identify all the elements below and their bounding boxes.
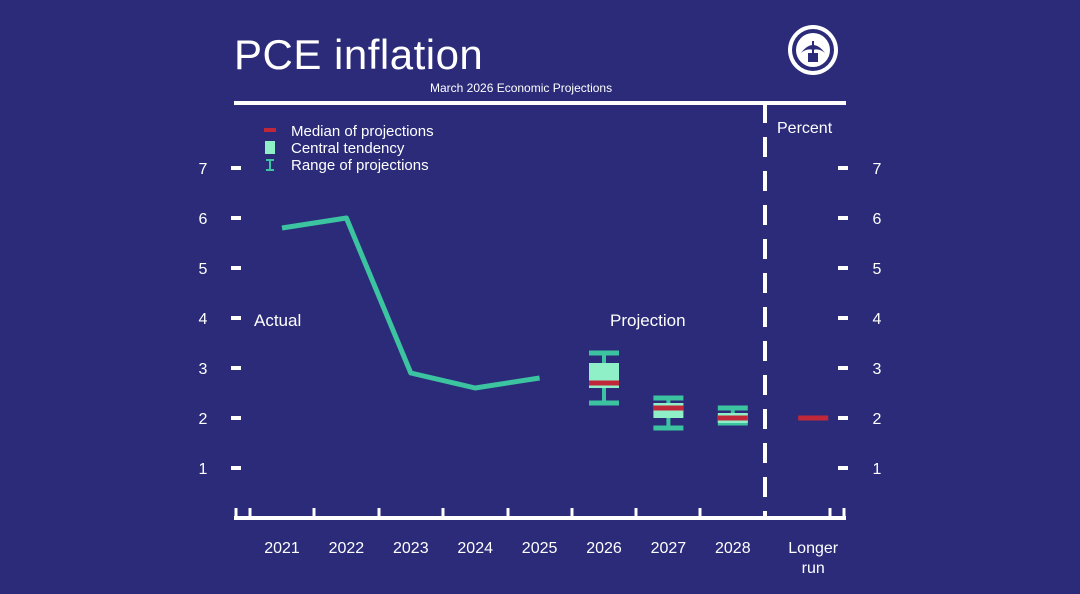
x-tick-label: 2022: [329, 540, 365, 557]
median-marker: [798, 415, 829, 421]
federal-reserve-seal-icon: [788, 25, 838, 75]
x-tick-label-longer: Longer: [788, 540, 838, 557]
projection-annotation: Projection: [610, 311, 686, 330]
y-tick-label-right: 1: [873, 461, 882, 478]
x-tick-label: 2026: [586, 540, 622, 557]
x-tick-label: 2024: [457, 540, 493, 557]
x-tick-label: 2023: [393, 540, 429, 557]
projection-2028: [717, 405, 748, 426]
y-tick-label-left: 6: [199, 211, 208, 228]
legend-median-label: Median of projections: [291, 123, 434, 140]
x-tick-label: 2028: [715, 540, 751, 557]
legend-range-swatch: [266, 159, 274, 171]
actual-annotation: Actual: [254, 311, 301, 330]
y-tick-label-left: 3: [199, 361, 208, 378]
legend: Median of projections Central tendency R…: [264, 123, 434, 174]
x-tick-label: 2021: [264, 540, 300, 557]
chart-subtitle: March 2026 Economic Projections: [430, 81, 613, 95]
y-tick-label-right: 5: [873, 261, 882, 278]
projection-2027: [653, 395, 684, 431]
x-tick-label-run: run: [802, 560, 825, 577]
legend-central-label: Central tendency: [291, 140, 405, 157]
median-marker: [717, 415, 748, 421]
x-tick-label: 2027: [651, 540, 687, 557]
legend-median-swatch: [264, 128, 276, 132]
actual-inflation-line: [281, 215, 540, 391]
y-tick-label-left: 4: [199, 311, 208, 328]
projection-longer-run: [798, 415, 829, 421]
y-tick-label-right: 4: [873, 311, 882, 328]
y-tick-label-right: 7: [873, 161, 882, 178]
y-tick-label-right: 3: [873, 361, 882, 378]
legend-central-swatch: [265, 141, 275, 154]
x-tick-label: 2025: [522, 540, 558, 557]
y-tick-label-right: 6: [873, 211, 882, 228]
median-marker: [653, 405, 684, 411]
legend-range-label: Range of projections: [291, 157, 429, 174]
y-tick-label-right: 2: [873, 411, 882, 428]
median-marker: [589, 380, 619, 386]
y-tick-label-left: 7: [199, 161, 208, 178]
y-tick-label-left: 5: [199, 261, 208, 278]
projection-2026: [589, 350, 619, 406]
y-tick-label-left: 2: [199, 411, 208, 428]
percent-label: Percent: [777, 120, 833, 137]
y-tick-label-left: 1: [199, 461, 208, 478]
chart-title: PCE inflation: [234, 31, 484, 78]
